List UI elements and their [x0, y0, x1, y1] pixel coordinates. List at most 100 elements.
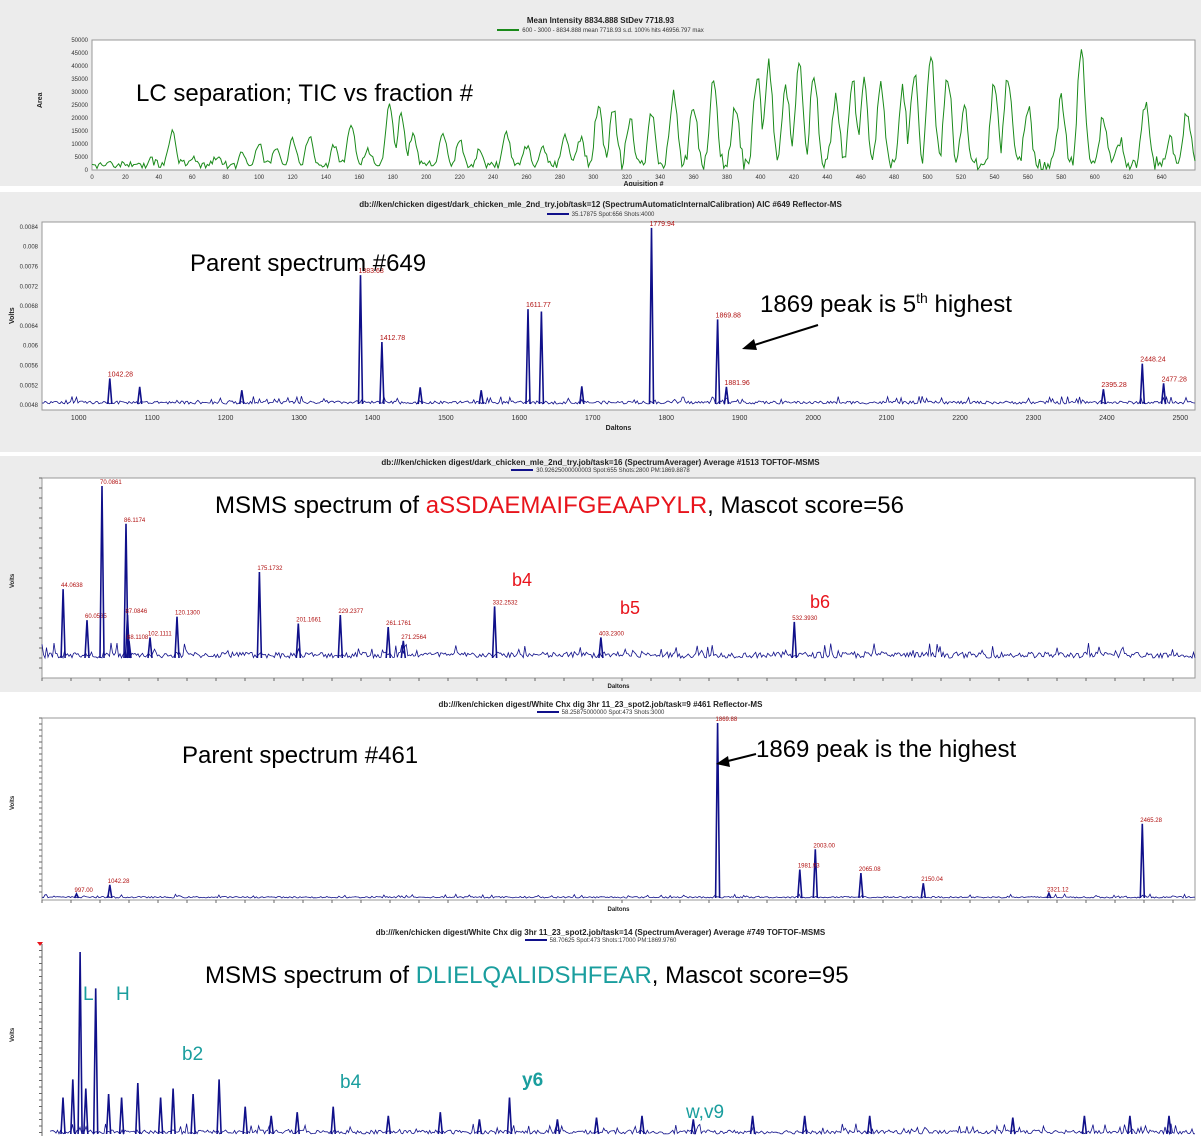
y-tick-label: 45000 — [71, 51, 88, 57]
peak-20 — [476, 1119, 483, 1135]
peak-14 — [598, 637, 604, 659]
peak-10 — [118, 1097, 125, 1135]
peak-4 — [379, 341, 385, 405]
baseline-trace — [49, 1123, 1196, 1136]
legend-swatch — [497, 29, 520, 32]
ion-label-b4: b4 — [512, 570, 533, 590]
peak-2 — [714, 722, 721, 899]
x-tick-label: 360 — [689, 175, 700, 181]
arrow-line — [747, 324, 819, 348]
peak-8 — [1139, 823, 1146, 899]
x-tick-label: 1800 — [658, 415, 674, 422]
peak-label: 229.2377 — [338, 609, 364, 615]
ion-label-wv9: w,v9 — [686, 1102, 725, 1123]
x-tick-label: 20 — [122, 175, 129, 181]
caption-peptide: aSSDAEMAIFGEAAPYLR — [425, 492, 708, 519]
peak-note-tail: highest — [927, 291, 1012, 318]
peak-8 — [538, 311, 545, 405]
peak-label: 332.2532 — [493, 600, 519, 606]
caption-prefix: MSMS spectrum of — [205, 962, 416, 989]
y-tick-label: 30000 — [71, 90, 88, 96]
y-axis-label: Area — [37, 92, 44, 108]
y-tick-label: 0.0068 — [20, 304, 39, 310]
peak-18 — [385, 1115, 392, 1135]
x-tick-label: 60 — [189, 175, 196, 181]
caption: MSMS spectrum of aSSDAEMAIFGEAAPYLR, Mas… — [215, 492, 904, 520]
x-tick-label: 140 — [321, 175, 332, 181]
x-tick-label: 1400 — [365, 415, 381, 422]
peak-label: 102.1111 — [148, 631, 172, 637]
plot-area — [41, 477, 1196, 679]
peak-0 — [60, 589, 66, 659]
x-tick-label: 1900 — [732, 415, 748, 422]
x-tick-label: 300 — [588, 175, 599, 181]
peak-7 — [525, 309, 531, 405]
x-tick-label: 600 — [1090, 175, 1101, 181]
y-tick-label: 20000 — [71, 116, 88, 122]
x-tick-label: 2200 — [952, 415, 968, 422]
x-tick-label: 260 — [522, 175, 533, 181]
legend: 58.70625 Spot:473 Shots:17000 PM:1869.97… — [0, 938, 1201, 944]
peak-10 — [648, 227, 655, 405]
caption-prefix: MSMS spectrum of — [215, 492, 426, 519]
plot-area — [41, 717, 1196, 901]
panel-msms-56: db:///ken/chicken digest/dark_chicken_ml… — [0, 456, 1201, 692]
x-tick-label: 480 — [889, 175, 900, 181]
x-tick-label: 580 — [1056, 175, 1067, 181]
peak-26 — [866, 1115, 873, 1135]
x-tick-label: 1000 — [71, 415, 87, 422]
peak-11 — [385, 626, 391, 659]
peak-0 — [77, 951, 83, 1135]
peak-label: 2065.08 — [859, 867, 881, 873]
peak-3 — [123, 523, 129, 659]
peak-23 — [639, 1115, 645, 1135]
panel-title: db:///ken/chicken digest/White Chx dig 3… — [375, 928, 826, 937]
tic-chart: 0500010000150002000025000300003500040000… — [37, 38, 1196, 186]
peak-note-sup: th — [916, 290, 928, 306]
peak-label: 2395.28 — [1101, 382, 1126, 389]
ion-label-b5: b5 — [620, 598, 641, 618]
arrow-head — [742, 339, 757, 350]
x-axis-label: Daltons — [606, 425, 632, 432]
peak-7 — [1046, 891, 1052, 899]
legend: 30.92625000000003 Spot:655 Shots:2800 PM… — [0, 468, 1201, 474]
peak-24 — [749, 1115, 756, 1135]
y-axis-label: Volts — [9, 307, 16, 324]
peak-label: 261.1761 — [386, 621, 412, 627]
x-tick-label: 540 — [989, 175, 1000, 181]
caption: MSMS spectrum of DLIELQALIDSHFEAR, Masco… — [205, 962, 849, 990]
peak-11 — [714, 319, 721, 405]
peak-9 — [579, 386, 585, 405]
peak-12 — [400, 640, 407, 659]
peak-label: 175.1732 — [257, 566, 283, 572]
y-tick-label: 40000 — [71, 64, 88, 70]
x-tick-label: 280 — [555, 175, 566, 181]
x-tick-label: 220 — [455, 175, 466, 181]
y-tick-label: 0.0048 — [20, 403, 39, 409]
peak-label: 70.0861 — [100, 480, 122, 486]
peak-6 — [147, 637, 153, 659]
x-tick-label: 420 — [789, 175, 800, 181]
x-tick-label: 1300 — [291, 415, 307, 422]
peak-label: 1881.96 — [724, 380, 749, 387]
arrow-head — [716, 756, 730, 767]
peak-5 — [690, 1119, 697, 1135]
y-tick-label: 0.0056 — [20, 363, 39, 369]
peak-label: 997.00 — [75, 888, 94, 894]
y-tick-label: 0.0072 — [20, 284, 39, 290]
x-tick-label: 560 — [1023, 175, 1034, 181]
y-tick-label: 10000 — [71, 142, 88, 148]
x-tick-label: 340 — [655, 175, 666, 181]
x-tick-label: 620 — [1123, 175, 1134, 181]
x-tick-label: 320 — [622, 175, 633, 181]
x-tick-label: 520 — [956, 175, 967, 181]
y-tick-label: 0 — [85, 168, 89, 174]
peak-4 — [797, 869, 803, 899]
panel-msms-95: db:///ken/chicken digest/White Chx dig 3… — [0, 924, 1201, 1139]
y-tick-label: 25000 — [71, 103, 88, 109]
x-tick-label: 1200 — [218, 415, 234, 422]
x-tick-label: 1500 — [438, 415, 454, 422]
peak-label: 1412.78 — [380, 335, 405, 342]
peak-label: 403.2300 — [599, 631, 625, 637]
caption: Parent spectrum #649 — [190, 250, 427, 277]
